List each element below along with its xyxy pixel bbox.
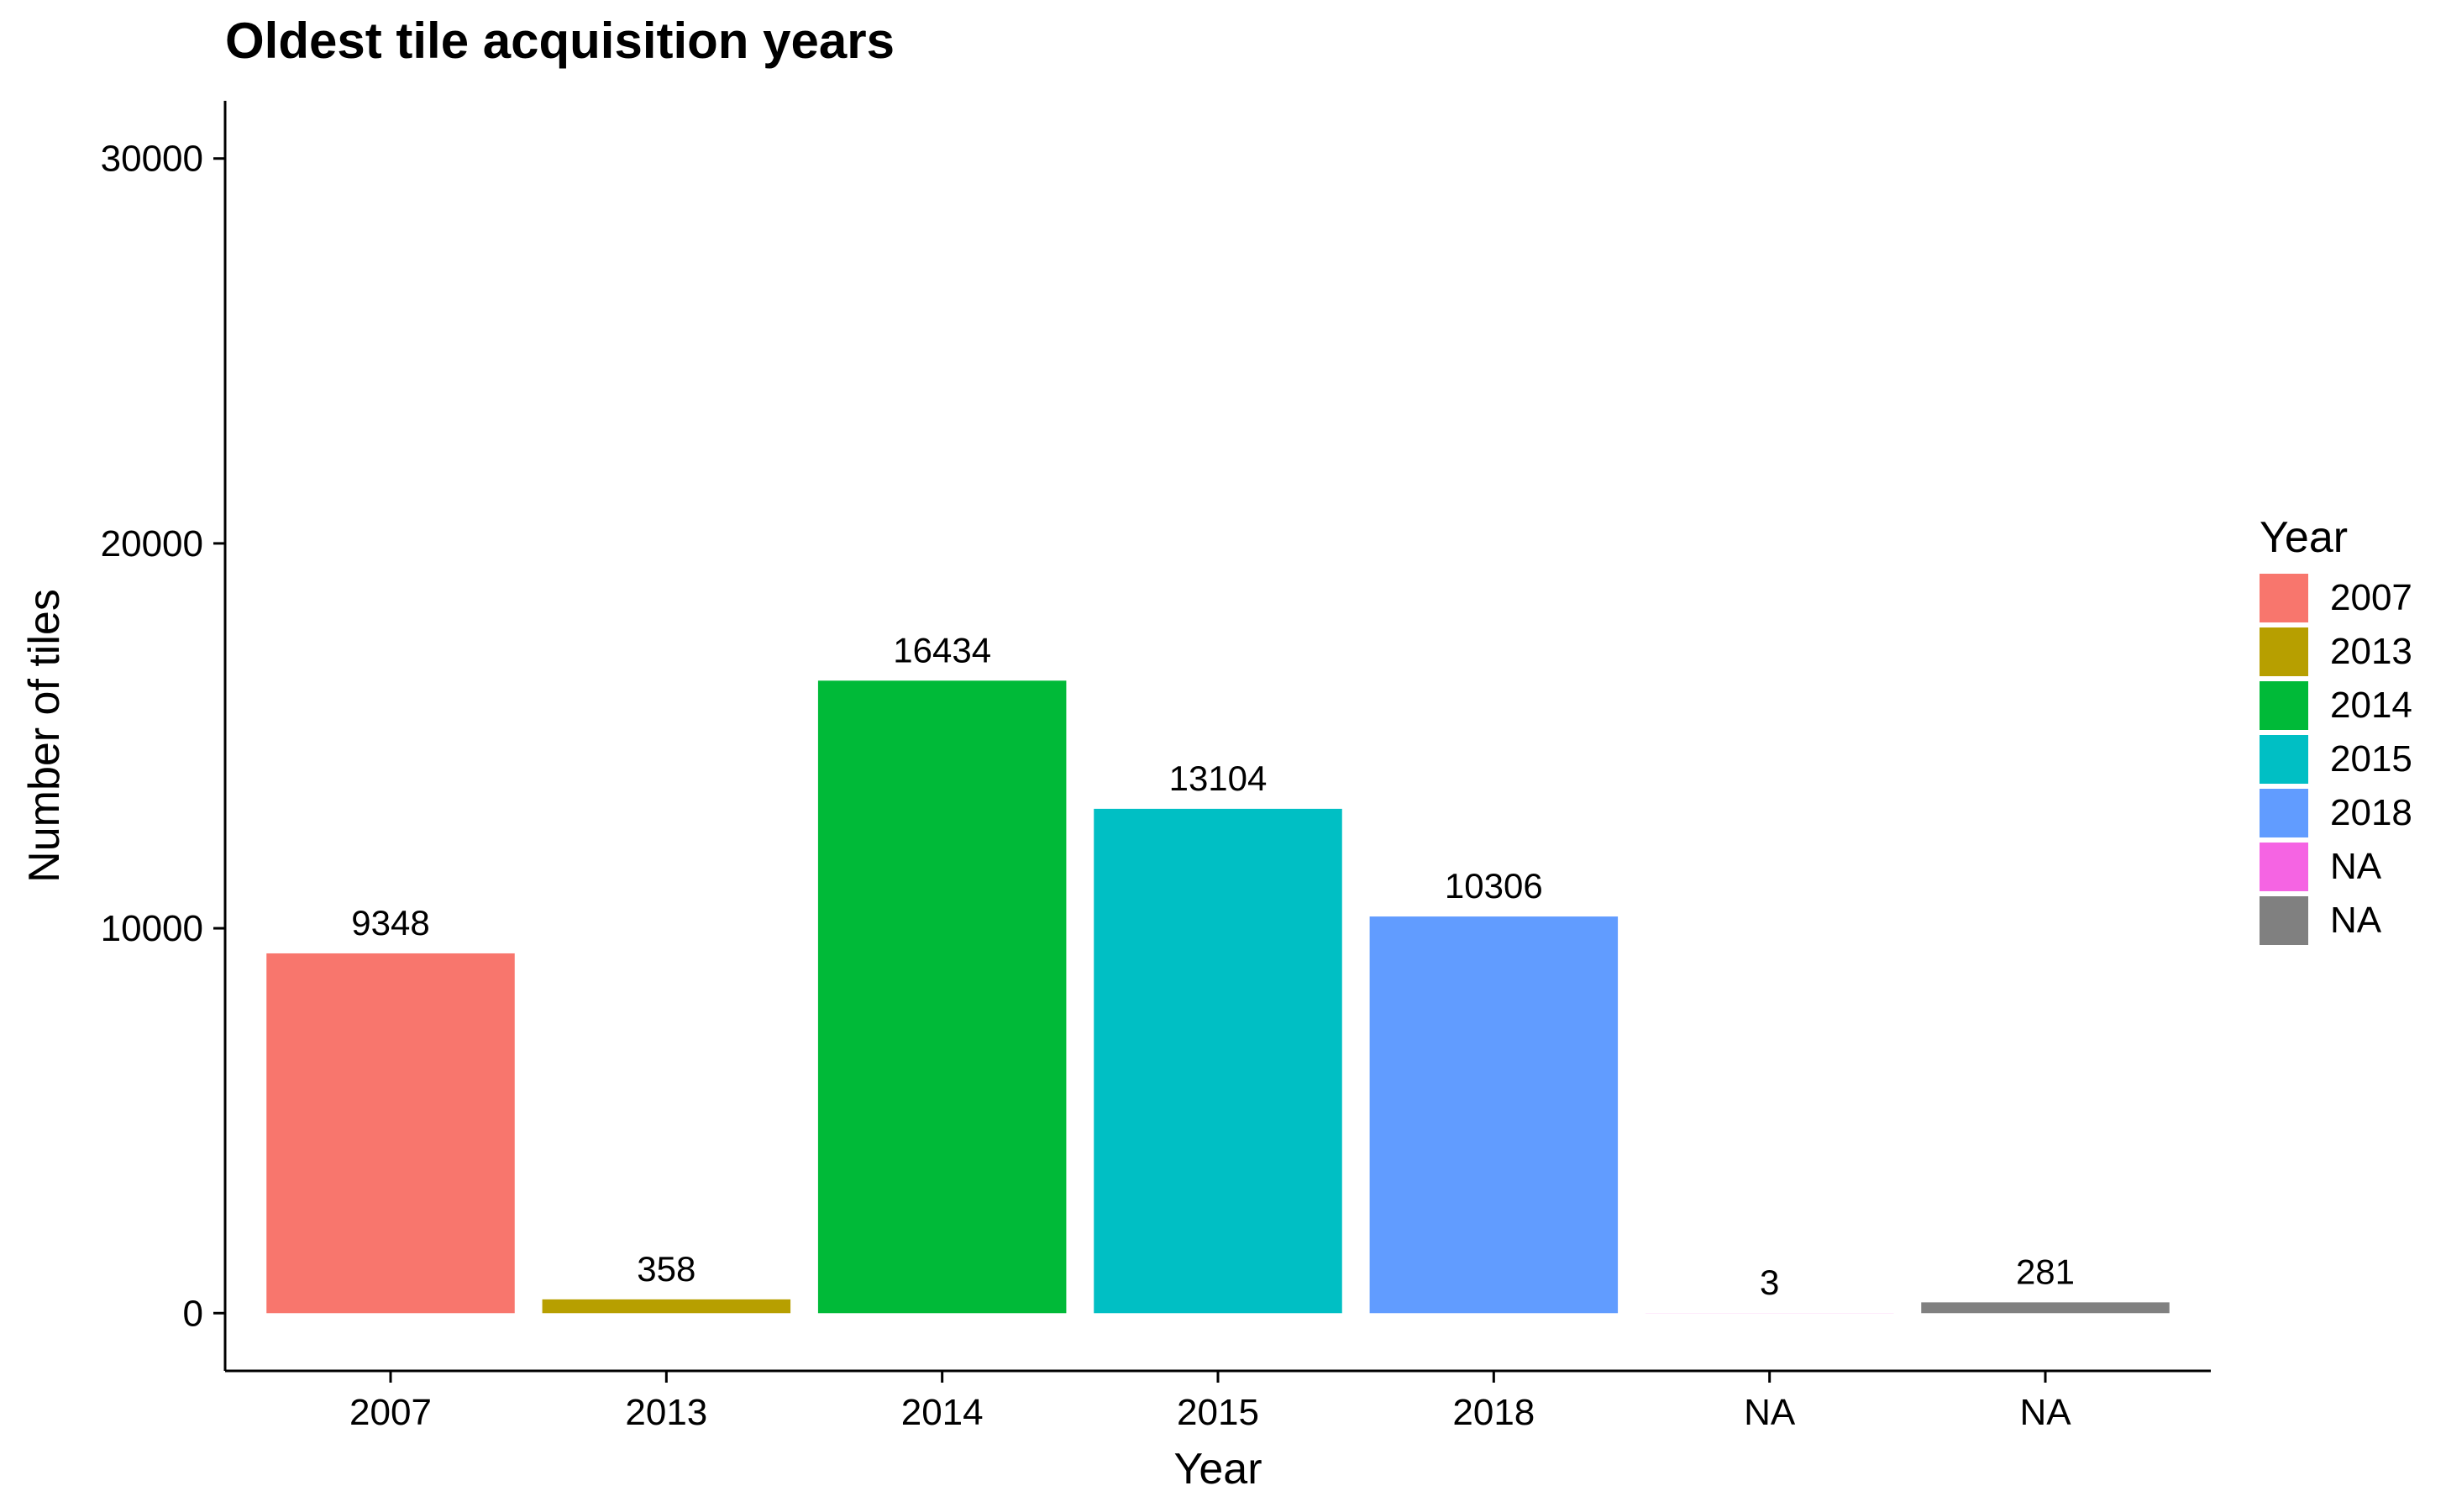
legend-swatch xyxy=(2260,681,2308,730)
legend-label: 2015 xyxy=(2330,738,2412,780)
data-label-5: 3 xyxy=(1760,1263,1779,1302)
legend-item-2015: 2015 xyxy=(2260,732,2412,786)
x-ticks-layer: 2007 2013 2014 2015 2018 NA NA xyxy=(349,1371,2071,1433)
data-label-3: 13104 xyxy=(1169,759,1268,798)
x-tick-label-6: NA xyxy=(2019,1392,2071,1433)
bars-layer xyxy=(266,680,2170,1314)
x-tick-label-0: 2007 xyxy=(349,1392,432,1433)
y-tick-label-0: 0 xyxy=(183,1293,203,1334)
bar-6 xyxy=(1921,1302,2170,1314)
legend-swatch xyxy=(2260,843,2308,891)
legend-label: 2013 xyxy=(2330,631,2412,672)
legend-item-na-pink: NA xyxy=(2260,840,2412,894)
bar-4 xyxy=(1369,916,1619,1314)
legend-label: 2007 xyxy=(2330,577,2412,618)
data-label-1: 358 xyxy=(637,1249,695,1289)
data-label-0: 9348 xyxy=(351,903,429,942)
legend-swatch xyxy=(2260,627,2308,676)
bar-0 xyxy=(266,953,515,1314)
x-tick-label-3: 2015 xyxy=(1177,1392,1259,1433)
legend-swatch xyxy=(2260,735,2308,784)
data-label-4: 10306 xyxy=(1445,866,1543,906)
y-tick-label-1: 10000 xyxy=(101,908,203,949)
legend-item-2014: 2014 xyxy=(2260,679,2412,732)
x-tick-label-1: 2013 xyxy=(625,1392,707,1433)
x-axis-title: Year xyxy=(1173,1445,1262,1494)
x-tick-label-5: NA xyxy=(1744,1392,1796,1433)
y-tick-label-3: 30000 xyxy=(101,139,203,180)
legend-swatch xyxy=(2260,574,2308,622)
legend-label: 2014 xyxy=(2330,685,2412,726)
bar-1 xyxy=(542,1299,791,1314)
data-label-2: 16434 xyxy=(893,630,991,669)
bar-2 xyxy=(817,680,1067,1314)
y-ticks-layer: 0 10000 20000 30000 xyxy=(101,139,225,1334)
chart-title: Oldest tile acquisition years xyxy=(225,13,895,69)
legend-label: NA xyxy=(2330,846,2382,887)
legend-label: 2018 xyxy=(2330,792,2412,833)
legend-item-2018: 2018 xyxy=(2260,786,2412,840)
y-tick-label-2: 20000 xyxy=(101,523,203,564)
x-tick-label-2: 2014 xyxy=(901,1392,984,1433)
legend-label: NA xyxy=(2330,900,2382,941)
data-label-6: 281 xyxy=(2016,1252,2075,1291)
legend-swatch xyxy=(2260,789,2308,837)
legend-swatch xyxy=(2260,896,2308,945)
y-axis-title: Number of tiles xyxy=(20,589,69,883)
legend-item-2007: 2007 xyxy=(2260,571,2412,625)
legend-item-2013: 2013 xyxy=(2260,625,2412,679)
legend-item-na-grey: NA xyxy=(2260,894,2412,948)
legend-title: Year xyxy=(2260,513,2349,562)
bar-3 xyxy=(1094,808,1342,1314)
data-labels-layer: 9348 358 16434 13104 10306 3 281 xyxy=(351,630,2075,1302)
legend: Year 2007 2013 2014 2015 2018 NA NA xyxy=(2260,512,2412,948)
x-tick-label-4: 2018 xyxy=(1452,1392,1535,1433)
